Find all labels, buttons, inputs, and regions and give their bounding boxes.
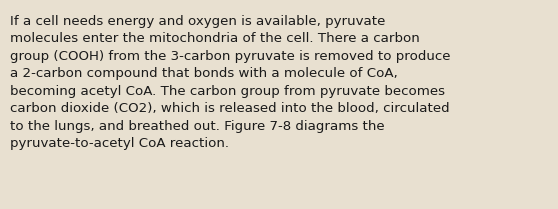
Text: If a cell needs energy and oxygen is available, pyruvate
molecules enter the mit: If a cell needs energy and oxygen is ava… bbox=[10, 15, 450, 150]
